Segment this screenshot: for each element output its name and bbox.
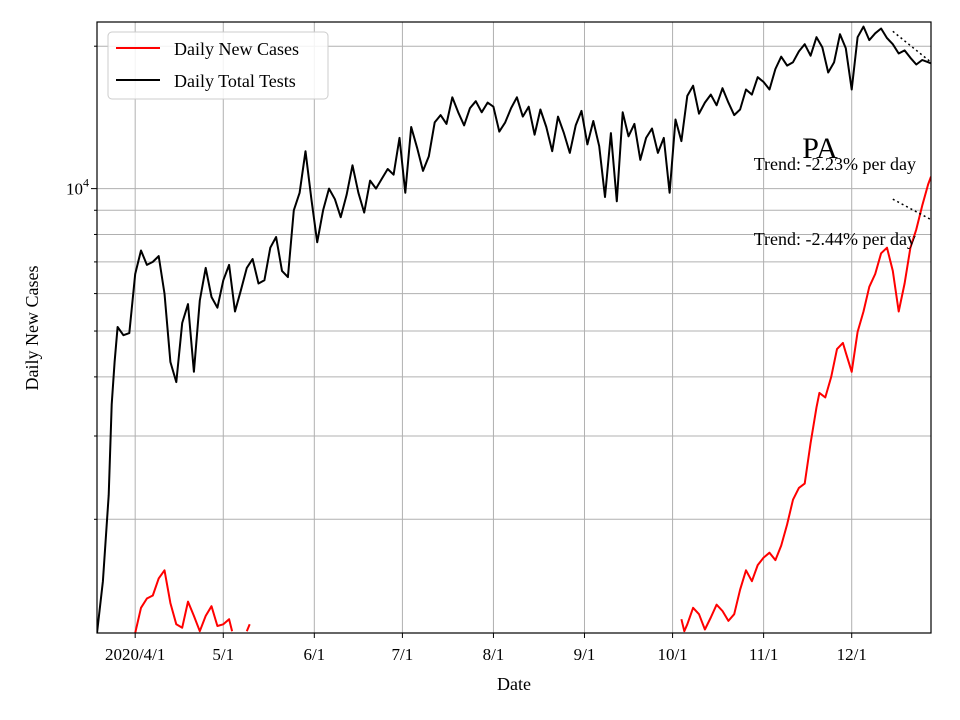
y-tick-label: 104 — [66, 176, 89, 199]
x-tick-label: 12/1 — [837, 645, 867, 664]
y-ticks: 104 — [66, 45, 97, 520]
trend-annotation-cases: Trend: -2.44% per day — [754, 229, 916, 249]
series-line-daily-new-cases — [134, 176, 931, 633]
trend-annotation-tests: Trend: -2.23% per day — [754, 154, 916, 174]
series-group — [97, 25, 931, 633]
x-tick-label: 2020/4/1 — [105, 645, 165, 664]
trend-line-1 — [892, 198, 932, 221]
series-line-daily-total-tests — [97, 25, 931, 633]
x-tick-label: 5/1 — [212, 645, 234, 664]
x-tick-label: 7/1 — [392, 645, 414, 664]
state-annotation: PA — [802, 132, 838, 165]
legend-label-daily-total-tests: Daily Total Tests — [174, 71, 296, 91]
legend-label-daily-new-cases: Daily New Cases — [174, 39, 299, 59]
trend-lines — [892, 30, 932, 221]
y-axis-label: Daily New Cases — [22, 266, 42, 391]
grid-lines — [97, 22, 931, 633]
legend-box — [107, 31, 329, 100]
plot-frame — [96, 21, 932, 634]
x-ticks: 2020/4/1 5/1 6/1 7/1 8/1 9/1 10/1 11/1 12/1 — [105, 633, 867, 664]
x-tick-label: 6/1 — [303, 645, 325, 664]
x-tick-label: 8/1 — [483, 645, 505, 664]
legend: Daily New Cases Daily Total Tests — [107, 31, 329, 100]
x-tick-label: 9/1 — [574, 645, 596, 664]
x-tick-label: 11/1 — [749, 645, 779, 664]
x-axis-label: Date — [497, 674, 531, 694]
x-tick-label: 10/1 — [657, 645, 687, 664]
trend-line-0 — [892, 30, 932, 63]
